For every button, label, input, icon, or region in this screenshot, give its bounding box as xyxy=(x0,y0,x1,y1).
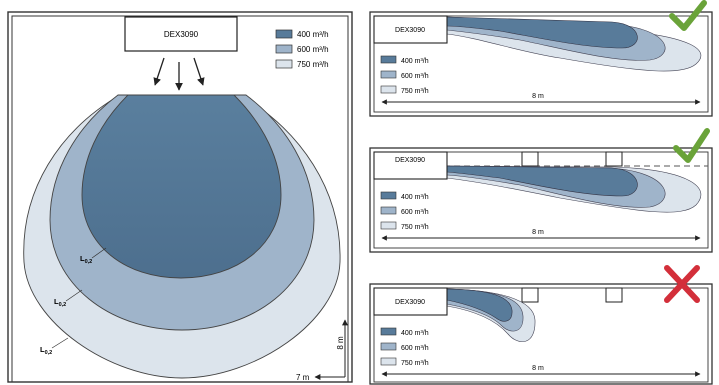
legend-swatch-400 xyxy=(275,29,293,39)
panel1-inner-frame xyxy=(373,15,709,113)
panel2-device-label: DEX3090 xyxy=(395,157,425,164)
width-dimension-label: 7 m xyxy=(296,373,310,382)
legend-swatch-750 xyxy=(275,59,293,69)
panel3-legend-swatch-600 xyxy=(380,342,397,351)
panel2-device-box xyxy=(373,151,448,180)
cross-icon xyxy=(664,265,700,303)
panel1-legend-swatch-400 xyxy=(380,55,397,64)
panel3-legend-swatch-750 xyxy=(380,357,397,366)
depth-dimension-label: 8 m xyxy=(336,336,345,350)
panel2-ceiling-fixture-1 xyxy=(521,151,539,167)
panel3-plume-400 xyxy=(446,288,513,322)
panel2-legend-label-600: 600 m³/h xyxy=(401,209,429,216)
panel1-legend-swatch-600 xyxy=(380,70,397,79)
isoline-label-400: L0,2 xyxy=(80,254,92,265)
legend-left: 400 m³/h 600 m³/h 750 m³/h xyxy=(275,29,329,69)
panel1-legend-swatch-750 xyxy=(380,85,397,94)
device-label-top: DEX3090 xyxy=(164,30,199,39)
legend-label-600: 600 m³/h xyxy=(297,45,329,54)
panel1-legend-label-400: 400 m³/h xyxy=(401,58,429,65)
panel3-device-box xyxy=(373,287,448,316)
panel1-device-label: DEX3090 xyxy=(395,27,425,34)
panel3-legend-label-600: 600 m³/h xyxy=(401,345,429,352)
panel3-legend-label-400: 400 m³/h xyxy=(401,330,429,337)
legend-swatch-600 xyxy=(275,44,293,54)
panel3-legend-swatch-400 xyxy=(380,327,397,336)
top-view-inner-frame xyxy=(11,15,349,383)
panel3-legend-label-750: 750 m³/h xyxy=(401,360,429,367)
panel3-ceiling-fixture-2 xyxy=(605,287,623,303)
isoline-label-600: L0,2 xyxy=(54,297,66,308)
check-icon xyxy=(669,0,707,31)
top-view-panel: DEX3090 400 m³/h 600 m³/h 750 m³/h L0,2 … xyxy=(7,11,353,383)
side-view-panel-3: DEX3090 400 m³/h 600 m³/h 750 m³/h 8 m xyxy=(369,265,713,385)
panel2-legend-swatch-750 xyxy=(380,221,397,230)
panel3-device-label: DEX3090 xyxy=(395,299,425,306)
panel3-ceiling-fixture-1 xyxy=(521,287,539,303)
side-view-panel-1: DEX3090 400 m³/h 600 m³/h 750 m³/h 8 m xyxy=(369,0,713,117)
panel2-plume-400 xyxy=(446,165,638,197)
panel2-legend-swatch-400 xyxy=(380,191,397,200)
legend-label-400: 400 m³/h xyxy=(297,30,329,39)
panel1-dimension-label: 8 m xyxy=(532,93,544,100)
side-view-panel-2: DEX3090 400 m³/h 600 m³/h 750 m³/h 8 m xyxy=(369,128,713,253)
panel1-device-box xyxy=(373,15,448,44)
airflow-arrow-left xyxy=(153,57,165,86)
panel3-inner-frame xyxy=(373,287,709,383)
isoline-leader-2 xyxy=(65,289,83,302)
panel1-plume-400 xyxy=(446,16,638,49)
panel2-legend-label-400: 400 m³/h xyxy=(401,194,429,201)
panel1-legend-label-750: 750 m³/h xyxy=(401,88,429,95)
legend-label-750: 750 m³/h xyxy=(297,60,329,69)
check-icon xyxy=(673,128,710,163)
isoline-leader-3 xyxy=(51,337,69,349)
panel3-dimension-label: 8 m xyxy=(532,365,544,372)
panel1-legend-label-600: 600 m³/h xyxy=(401,73,429,80)
panel2-dimension-label: 8 m xyxy=(532,229,544,236)
panel2-legend-label-750: 750 m³/h xyxy=(401,224,429,231)
airflow-arrow-right xyxy=(193,57,205,86)
device-box-top xyxy=(124,16,238,52)
panel2-legend-swatch-600 xyxy=(380,206,397,215)
plume-400-top xyxy=(81,94,282,279)
isoline-leader-1 xyxy=(91,247,107,259)
panel2-ceiling-fixture-2 xyxy=(605,151,623,167)
panel2-inner-frame xyxy=(373,151,709,249)
isoline-label-750: L0,2 xyxy=(40,345,52,356)
